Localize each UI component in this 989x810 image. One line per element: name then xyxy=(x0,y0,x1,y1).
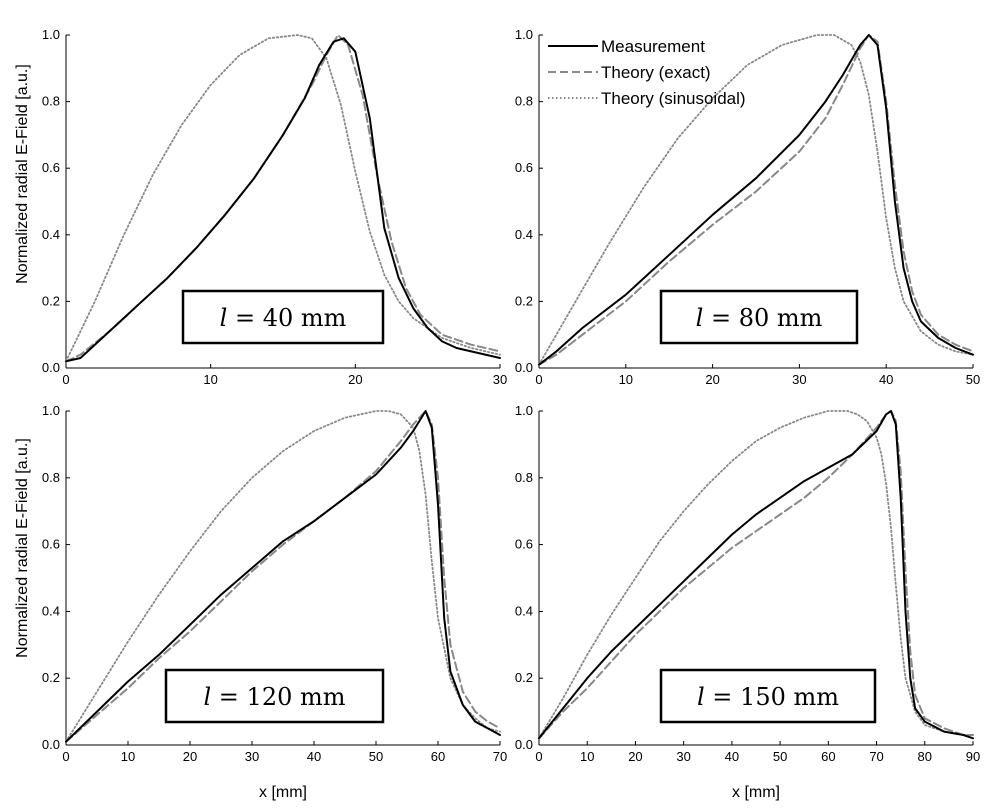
annotation-value: 80 mm xyxy=(739,304,823,332)
chart-panel-1: 0.0 0.2 0.4 0.6 0.8 1.0 0 10 20 30 l = 40 mm xyxy=(42,27,507,387)
x-tick-label: 0 xyxy=(62,372,69,387)
series-line-theory-exact xyxy=(538,410,974,740)
y-tick-label: 0.4 xyxy=(515,227,533,242)
x-tick-label: 0 xyxy=(535,372,542,387)
series-line-theory-exact xyxy=(65,410,501,743)
y-tick-label: 0.8 xyxy=(515,470,533,485)
x-tick-label: 40 xyxy=(307,749,321,764)
series-line-measurement xyxy=(65,410,501,743)
y-tick-label: 0.6 xyxy=(515,537,533,552)
annotation-variable: l xyxy=(696,304,704,332)
x-tick-label: 40 xyxy=(725,749,739,764)
legend: Measurement Theory (exact) Theory (sinus… xyxy=(548,37,746,108)
annotation-box xyxy=(659,289,859,345)
annotation-equals: = xyxy=(705,683,740,711)
legend-label-exact: Theory (exact) xyxy=(601,63,711,82)
y-tick-label: 0.0 xyxy=(42,737,60,752)
x-tick-label: 10 xyxy=(121,749,135,764)
x-tick-label: 10 xyxy=(203,372,217,387)
x-tick-label: 30 xyxy=(676,749,690,764)
chart-panel-2: 0.0 0.2 0.4 0.6 0.8 1.0 0 10 20 30 40 50 l = 80 mm xyxy=(515,27,980,387)
y-tick-label: 0.8 xyxy=(42,470,60,485)
series-line-theory-sinusoidal xyxy=(538,410,974,740)
y-axis-label-top: Normalized radial E-Field [a.u.] xyxy=(14,64,31,284)
y-tick-label: 0.0 xyxy=(515,360,533,375)
x-tick-label: 30 xyxy=(792,372,806,387)
y-tick-label: 1.0 xyxy=(515,27,533,42)
x-tick-label: 30 xyxy=(493,372,507,387)
chart-panel-4: 0.0 0.2 0.4 0.6 0.8 1.0 0 10 20 30 40 50 60 70 80 90 l =… xyxy=(515,403,980,764)
x-tick-label: 20 xyxy=(348,372,362,387)
x-tick-label: 70 xyxy=(869,749,883,764)
legend-label-measurement: Measurement xyxy=(601,37,705,56)
annotation-equals: = xyxy=(211,683,246,711)
y-tick-label: 0.4 xyxy=(42,227,60,242)
x-tick-label: 90 xyxy=(966,749,980,764)
x-axis-label-left: x [mm] xyxy=(259,784,307,801)
y-tick-label: 0.6 xyxy=(42,160,60,175)
series-line-measurement xyxy=(65,37,501,363)
y-tick-label: 1.0 xyxy=(515,403,533,418)
annotation-equals: = xyxy=(703,304,738,332)
x-tick-label: 20 xyxy=(628,749,642,764)
x-tick-label: 40 xyxy=(879,372,893,387)
x-tick-label: 50 xyxy=(966,372,980,387)
x-tick-label: 50 xyxy=(773,749,787,764)
y-tick-label: 0.6 xyxy=(42,537,60,552)
x-tick-label: 20 xyxy=(705,372,719,387)
y-tick-label: 0.2 xyxy=(515,293,533,308)
x-tick-label: 20 xyxy=(183,749,197,764)
annotation-text: l = 40 mm xyxy=(220,304,347,332)
annotation-value: 40 mm xyxy=(263,304,347,332)
x-tick-label: 50 xyxy=(369,749,383,764)
y-tick-label: 1.0 xyxy=(42,27,60,42)
annotation-value: 120 mm xyxy=(247,683,346,711)
y-tick-label: 0.0 xyxy=(42,360,60,375)
y-tick-label: 0.2 xyxy=(515,670,533,685)
series-line-theory-sinusoidal xyxy=(65,34,501,363)
chart-panel-3: 0.0 0.2 0.4 0.6 0.8 1.0 0 10 20 30 40 50 60 70 l = 120… xyxy=(42,403,507,764)
y-axis-label-bottom: Normalized radial E-Field [a.u.] xyxy=(14,438,31,658)
y-tick-label: 0.0 xyxy=(515,737,533,752)
series-line-theory-sinusoidal xyxy=(65,410,501,743)
annotation-value: 150 mm xyxy=(740,683,839,711)
y-tick-label: 0.4 xyxy=(42,603,60,618)
y-tick-label: 0.8 xyxy=(42,94,60,109)
series-line-theory-exact xyxy=(538,34,974,366)
annotation-text: l = 80 mm xyxy=(696,304,823,332)
y-tick-label: 1.0 xyxy=(42,403,60,418)
x-tick-label: 30 xyxy=(245,749,259,764)
x-tick-label: 10 xyxy=(580,749,594,764)
annotation-equals: = xyxy=(227,304,262,332)
annotation-variable: l xyxy=(203,683,211,711)
annotation-variable: l xyxy=(697,683,705,711)
y-tick-label: 0.4 xyxy=(515,603,533,618)
x-tick-label: 0 xyxy=(535,749,542,764)
x-tick-label: 70 xyxy=(493,749,507,764)
x-tick-label: 80 xyxy=(918,749,932,764)
series-line-measurement xyxy=(538,410,974,740)
y-tick-label: 0.6 xyxy=(515,160,533,175)
annotation-box xyxy=(659,668,877,724)
annotation-variable: l xyxy=(220,304,228,332)
y-tick-label: 0.8 xyxy=(515,94,533,109)
x-tick-label: 0 xyxy=(62,749,69,764)
annotation-text: l = 120 mm xyxy=(203,683,345,711)
legend-label-sinusoidal: Theory (sinusoidal) xyxy=(601,89,746,108)
series-line-measurement xyxy=(538,34,974,366)
x-tick-label: 60 xyxy=(431,749,445,764)
y-tick-label: 0.2 xyxy=(42,293,60,308)
x-tick-label: 10 xyxy=(619,372,633,387)
x-tick-label: 60 xyxy=(821,749,835,764)
y-tick-label: 0.2 xyxy=(42,670,60,685)
series-line-theory-sinusoidal xyxy=(538,34,974,366)
annotation-text: l = 150 mm xyxy=(697,683,839,711)
annotation-box xyxy=(164,668,385,724)
annotation-box xyxy=(181,289,385,345)
x-axis-label-right: x [mm] xyxy=(732,784,780,801)
